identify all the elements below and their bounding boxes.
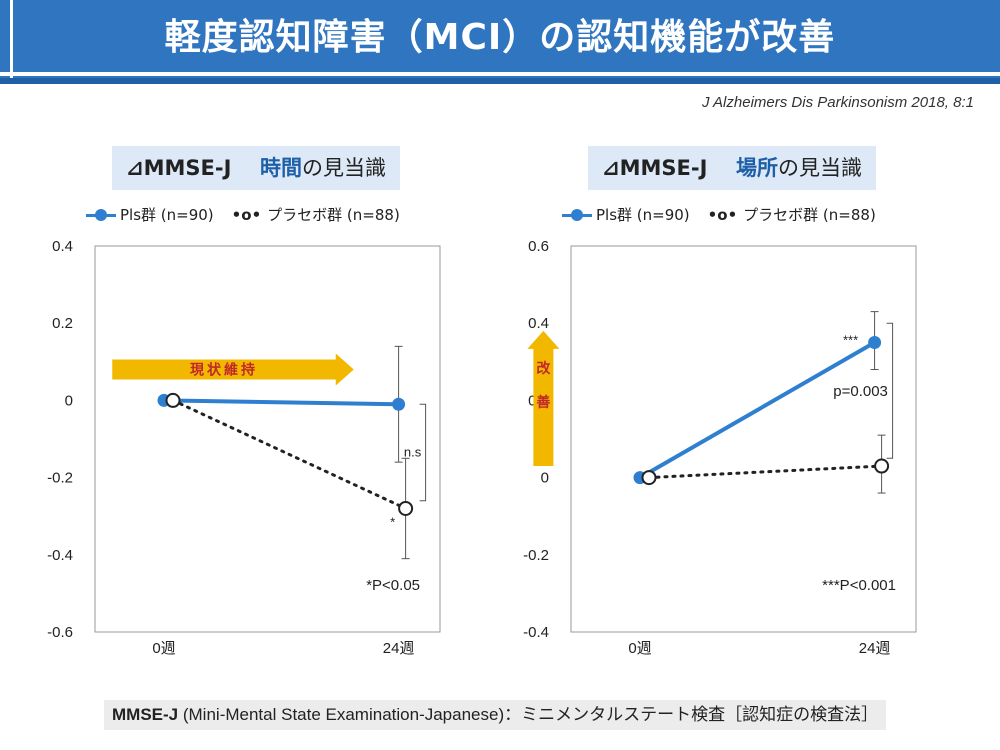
pls-series-line [639,340,876,480]
y-tick-label: -0.6 [47,624,73,641]
placebo-point [165,392,181,408]
y-tick-label: -0.2 [523,547,549,564]
pls-point [868,336,882,349]
pls-point [392,397,406,411]
page-title: 軽度認知障害（MCI）の認知機能が改善 [164,17,836,58]
comparison-bracket [886,322,894,459]
panel-title-rest: の見当識 [778,156,863,180]
legend-pls-label: Pls群 (n=90) [120,206,214,224]
y-tick-label: -0.4 [47,547,73,564]
placebo-legend-icon: •o• [707,205,738,224]
arrow-label: 現状維持 [190,362,258,379]
panel-title-prefix: ⊿MMSE-J [602,156,708,180]
legend-placebo-label: プラセボ群 (n=88) [743,206,876,224]
y-tick-label: 0.6 [528,238,549,255]
pls-legend-icon [562,208,592,221]
arrow-right-icon [112,353,354,386]
footer-bold: MMSE-J [112,705,179,724]
pls-legend-icon [86,208,116,221]
x-tick-label: 24週 [383,640,415,657]
y-tick-label: 0 [65,392,73,409]
significance-mark: * [390,514,395,529]
header-accent-bar [10,0,13,84]
plot-frame [570,245,917,633]
placebo-point [874,458,890,474]
placebo-legend-icon: •o• [231,205,262,224]
x-tick-label: 0週 [152,640,175,657]
footer-text: (Mini-Mental State Examination-Japanese)… [182,705,879,724]
y-tick-label: -0.4 [523,624,549,641]
significance-mark: *** [843,333,858,348]
citation: J Alzheimers Dis Parkinsonism 2018, 8:1 [701,94,974,111]
y-tick-label: 0.4 [52,238,73,255]
panel-title-rest: の見当識 [302,156,387,180]
pls-series-line [163,398,399,407]
comparison-bracket [419,403,427,502]
panel-title-time: ⊿MMSE-J 時間の見当識 [112,146,401,190]
panel-title-place: ⊿MMSE-J 場所の見当識 [588,146,877,190]
y-tick-label: 0 [541,470,549,487]
chart-footnote: *P<0.05 [366,577,420,594]
arrow-label-char: 善 [536,394,550,411]
panel-title-prefix: ⊿MMSE-J [126,156,232,180]
panel-title-accent: 場所 [736,156,779,180]
placebo-point [641,470,657,486]
arrow-label-char: 改 [536,360,551,377]
legend-placebo-label: プラセボ群 (n=88) [267,206,400,224]
footer-note: MMSE-J (Mini-Mental State Examination-Ja… [104,700,887,730]
x-tick-label: 24週 [859,640,891,657]
y-tick-label: 0.2 [52,315,73,332]
chart-footnote: ***P<0.001 [822,577,896,594]
placebo-point [398,500,414,516]
arrow-up-icon [527,330,560,467]
legend-pls-label: Pls群 (n=90) [596,206,690,224]
panel-title-accent: 時間 [260,156,303,180]
chart-time-orientation: 0.4 0.2 0 -0.2 -0.4 -0.6 0週 24週 現状維持 * n.s *P<0.05 [47,238,441,657]
header-rule [0,72,1000,76]
comparison-label: p=0.003 [833,383,888,400]
x-tick-label: 0週 [628,640,651,657]
header-rule-dark [0,78,1000,84]
comparison-label: n.s [404,445,422,460]
plot-frame [94,245,441,633]
legend-place: Pls群 (n=90) •o• プラセボ群 (n=88) [562,204,876,225]
y-tick-label: -0.2 [47,470,73,487]
header-banner: 軽度認知障害（MCI）の認知機能が改善 [0,0,1000,84]
chart-place-orientation: 0.60.40.20-0.2-0.40週24週改善***p=0.003***P<… [523,238,917,657]
y-tick-label: 0.4 [528,315,549,332]
placebo-series-line [647,464,884,480]
legend-time: Pls群 (n=90) •o• プラセボ群 (n=88) [86,204,400,225]
placebo-series-line [171,398,408,510]
